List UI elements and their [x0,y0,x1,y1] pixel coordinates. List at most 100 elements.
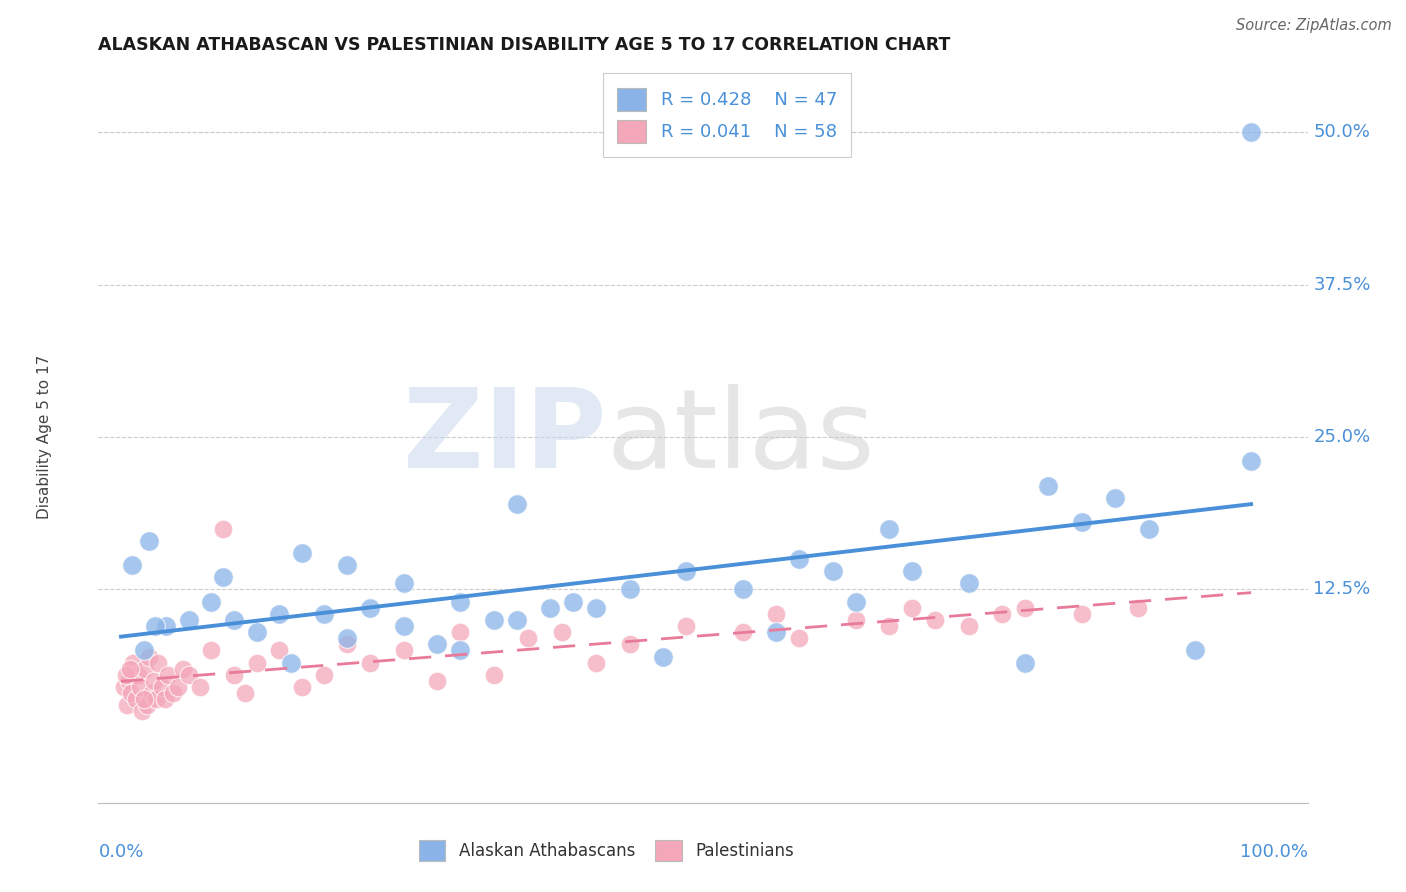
Point [150,680,173,694]
Point [845,594,868,608]
Point [482,613,505,627]
Point [136,698,159,713]
Point [172,662,194,676]
Point [1014,656,1036,670]
Point [314,667,336,681]
Text: ALASKAN ATHABASCAN VS PALESTINIAN DISABILITY AGE 5 TO 17 CORRELATION CHART: ALASKAN ATHABASCAN VS PALESTINIAN DISABI… [98,36,950,54]
Point [731,625,754,640]
Point [449,643,471,657]
Point [222,613,245,627]
Point [157,667,180,681]
Point [122,656,145,670]
Point [675,564,697,578]
Point [138,649,160,664]
Text: 50.0%: 50.0% [1313,123,1369,141]
Text: 37.5%: 37.5% [1313,276,1371,293]
Point [821,564,844,578]
Point [162,686,184,700]
Point [211,521,233,535]
Point [482,667,505,681]
Point [269,643,291,657]
Point [787,632,810,646]
Point [426,637,449,651]
Point [957,619,980,633]
Point [138,533,160,548]
Point [426,673,449,688]
Point [211,570,233,584]
Text: ZIP: ZIP [404,384,606,491]
Point [127,667,149,681]
Point [619,637,641,651]
Point [585,656,607,670]
Point [879,619,901,633]
Text: 25.0%: 25.0% [1313,428,1371,446]
Point [901,600,924,615]
Point [787,552,810,566]
Point [731,582,754,597]
Point [142,673,165,688]
Text: 12.5%: 12.5% [1313,581,1371,599]
Point [1137,521,1160,535]
Text: Disability Age 5 to 17: Disability Age 5 to 17 [37,355,52,519]
Point [359,656,381,670]
Text: Source: ZipAtlas.com: Source: ZipAtlas.com [1236,18,1392,33]
Point [148,656,170,670]
Point [280,656,302,670]
Point [145,692,167,706]
Point [1240,125,1263,139]
Point [1014,600,1036,615]
Point [121,558,143,573]
Point [188,680,211,694]
Point [1240,454,1263,468]
Point [269,607,291,621]
Point [879,521,901,535]
Point [166,680,188,694]
Point [131,705,153,719]
Text: atlas: atlas [606,384,875,491]
Point [991,607,1014,621]
Point [118,673,141,688]
Point [177,613,200,627]
Point [314,607,336,621]
Point [155,619,177,633]
Point [1184,643,1206,657]
Point [246,625,269,640]
Point [765,625,787,640]
Point [845,613,868,627]
Point [120,662,142,676]
Point [449,594,471,608]
Point [114,667,136,681]
Point [125,692,148,706]
Point [132,692,155,706]
Point [115,698,138,713]
Point [551,625,574,640]
Legend: Alaskan Athabascans, Palestinians: Alaskan Athabascans, Palestinians [412,833,800,868]
Point [112,680,135,694]
Point [924,613,946,627]
Point [336,632,359,646]
Point [129,680,152,694]
Point [336,558,359,573]
Point [200,643,222,657]
Point [449,625,471,640]
Point [233,686,256,700]
Point [153,692,176,706]
Point [141,686,163,700]
Point [392,643,415,657]
Text: 100.0%: 100.0% [1240,843,1308,861]
Point [516,632,538,646]
Point [957,576,980,591]
Point [675,619,697,633]
Point [1036,479,1059,493]
Point [765,607,787,621]
Point [291,546,314,560]
Point [505,613,527,627]
Point [1126,600,1149,615]
Point [652,649,675,664]
Point [562,594,585,608]
Point [585,600,607,615]
Point [1070,607,1092,621]
Point [134,662,156,676]
Point [538,600,561,615]
Text: 0.0%: 0.0% [98,843,143,861]
